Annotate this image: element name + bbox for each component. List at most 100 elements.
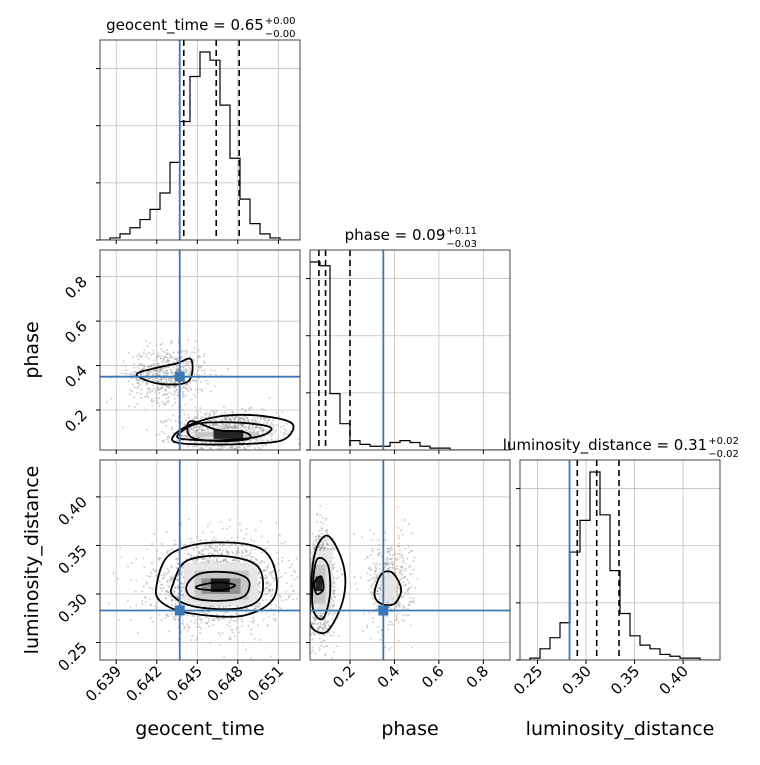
scatter-point <box>159 433 161 435</box>
scatter-point <box>276 412 278 414</box>
scatter-point <box>161 343 163 345</box>
scatter-point <box>135 371 137 373</box>
scatter-point <box>372 597 374 599</box>
scatter-point <box>137 367 139 369</box>
scatter-point <box>184 626 186 628</box>
scatter-point <box>207 383 209 385</box>
scatter-point <box>389 566 391 568</box>
scatter-point <box>155 575 157 577</box>
scatter-point <box>176 365 178 367</box>
scatter-point <box>379 552 381 554</box>
scatter-point <box>254 447 256 449</box>
scatter-point <box>229 519 231 521</box>
scatter-point <box>157 353 159 355</box>
scatter-point <box>143 557 145 559</box>
scatter-point <box>326 645 328 647</box>
scatter-point <box>391 647 393 649</box>
scatter-point <box>305 594 307 596</box>
scatter-point <box>263 423 265 425</box>
panel-content-hist-geocent_time <box>100 40 300 240</box>
scatter-point <box>229 426 231 428</box>
scatter-point <box>202 456 204 458</box>
scatter-point <box>230 638 232 640</box>
scatter-point <box>161 574 163 576</box>
scatter-point <box>174 603 176 605</box>
scatter-point <box>400 529 402 531</box>
scatter-point <box>306 605 308 607</box>
scatter-point <box>307 547 309 549</box>
scatter-point <box>306 592 308 594</box>
scatter-point <box>185 368 187 370</box>
scatter-point <box>207 525 209 527</box>
scatter-point <box>259 586 261 588</box>
scatter-point <box>271 422 273 424</box>
scatter-point <box>216 549 218 551</box>
scatter-point <box>258 431 260 433</box>
scatter-point <box>290 575 292 577</box>
scatter-point <box>175 616 177 618</box>
scatter-point <box>322 523 324 525</box>
scatter-point <box>161 381 163 383</box>
scatter-point <box>303 632 305 634</box>
scatter-point <box>337 635 339 637</box>
scatter-point <box>204 373 206 375</box>
scatter-point <box>205 455 207 457</box>
scatter-point <box>272 577 274 579</box>
scatter-point <box>121 372 123 374</box>
scatter-point <box>317 614 319 616</box>
scatter-point <box>131 372 133 374</box>
scatter-point <box>259 591 261 593</box>
scatter-point <box>398 535 400 537</box>
scatter-point <box>162 360 164 362</box>
scatter-point <box>394 562 396 564</box>
scatter-point <box>170 355 172 357</box>
scatter-point <box>166 615 168 617</box>
scatter-point <box>155 391 157 393</box>
scatter-point <box>198 552 200 554</box>
scatter-point <box>306 572 308 574</box>
scatter-point <box>253 549 255 551</box>
scatter-point <box>172 378 174 380</box>
scatter-point <box>361 536 363 538</box>
scatter-point <box>151 588 153 590</box>
scatter-point <box>166 353 168 355</box>
scatter-point <box>329 634 331 636</box>
scatter-point <box>154 359 156 361</box>
scatter-point <box>308 548 310 550</box>
scatter-point <box>256 559 258 561</box>
title-minus: −0.00 <box>265 29 296 40</box>
scatter-point <box>334 590 336 592</box>
scatter-point <box>237 446 239 448</box>
scatter-point <box>191 542 193 544</box>
scatter-point <box>357 588 359 590</box>
scatter-point <box>217 552 219 554</box>
scatter-point <box>354 583 356 585</box>
scatter-point <box>186 473 188 475</box>
scatter-point <box>306 557 308 559</box>
scatter-point <box>173 394 175 396</box>
scatter-point <box>245 534 247 536</box>
scatter-point <box>185 388 187 390</box>
scatter-point <box>387 552 389 554</box>
scatter-point <box>271 595 273 597</box>
scatter-point <box>231 551 233 553</box>
scatter-point <box>218 632 220 634</box>
scatter-point <box>408 588 410 590</box>
scatter-point <box>153 388 155 390</box>
scatter-point <box>122 360 124 362</box>
scatter-point <box>187 630 189 632</box>
scatter-point <box>237 626 239 628</box>
scatter-point <box>220 561 222 563</box>
scatter-point <box>250 407 252 409</box>
scatter-point <box>173 367 175 369</box>
scatter-point <box>148 598 150 600</box>
scatter-point <box>213 618 215 620</box>
scatter-point <box>386 557 388 559</box>
scatter-point <box>336 570 338 572</box>
scatter-point <box>167 550 169 552</box>
scatter-point <box>258 572 260 574</box>
scatter-point <box>237 613 239 615</box>
scatter-point <box>320 530 322 532</box>
scatter-point <box>371 539 373 541</box>
scatter-point <box>279 534 281 536</box>
